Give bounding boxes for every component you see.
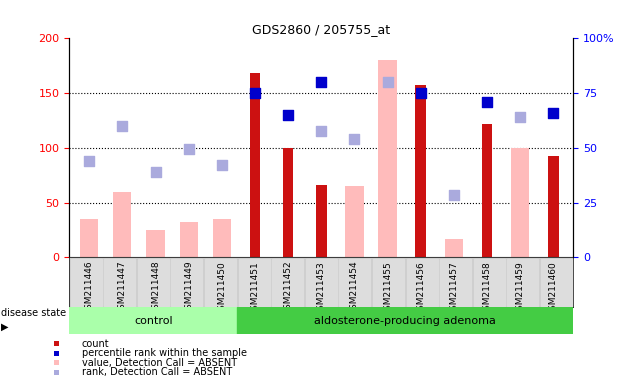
Bar [213, 219, 231, 257]
Text: value, Detection Call = ABSENT: value, Detection Call = ABSENT [82, 358, 237, 368]
Bar [180, 222, 198, 257]
Text: GSM211456: GSM211456 [416, 261, 425, 316]
Point [151, 169, 161, 175]
Point [217, 162, 227, 169]
Bar [406, 259, 438, 306]
Bar [272, 259, 303, 306]
Point [183, 146, 193, 152]
Text: GSM211448: GSM211448 [151, 261, 160, 315]
Text: ▶: ▶ [1, 321, 9, 331]
Bar [379, 60, 397, 257]
Bar [171, 259, 202, 306]
Text: GSM211447: GSM211447 [118, 261, 127, 315]
Bar [415, 86, 426, 257]
Bar [548, 156, 559, 257]
Bar [306, 259, 337, 306]
Text: percentile rank within the sample: percentile rank within the sample [82, 348, 247, 358]
Bar [113, 192, 132, 257]
Text: GSM211450: GSM211450 [217, 261, 226, 316]
Bar [445, 239, 463, 257]
Point [548, 110, 558, 116]
Bar [239, 259, 270, 306]
Text: GSM211459: GSM211459 [516, 261, 525, 316]
Text: GSM211454: GSM211454 [350, 261, 359, 315]
Text: GSM211460: GSM211460 [549, 261, 558, 316]
Point [382, 79, 392, 85]
Point [482, 99, 492, 105]
Bar [541, 259, 572, 306]
Text: GSM211455: GSM211455 [383, 261, 392, 316]
Bar [205, 259, 236, 306]
Point [316, 128, 326, 134]
Text: GSM211452: GSM211452 [284, 261, 293, 315]
Point [515, 114, 525, 120]
Point [283, 112, 293, 118]
Bar [373, 259, 404, 306]
Bar [104, 259, 135, 306]
Text: GSM211458: GSM211458 [483, 261, 491, 316]
Text: aldosterone-producing adenoma: aldosterone-producing adenoma [314, 316, 496, 326]
Bar [340, 259, 370, 306]
Text: GSM211446: GSM211446 [84, 261, 94, 315]
Bar [511, 148, 529, 257]
Bar [507, 259, 539, 306]
Text: rank, Detection Call = ABSENT: rank, Detection Call = ABSENT [82, 367, 232, 377]
Text: count: count [82, 339, 110, 349]
Point [117, 123, 127, 129]
Bar [283, 148, 294, 257]
Point [416, 90, 426, 96]
Bar [238, 307, 573, 334]
Bar [474, 259, 505, 306]
Bar [80, 219, 98, 257]
Text: GSM211451: GSM211451 [251, 261, 260, 316]
Text: disease state: disease state [1, 308, 66, 318]
Bar [146, 230, 164, 257]
Bar [249, 73, 260, 257]
Bar [71, 259, 101, 306]
Bar [138, 259, 169, 306]
Title: GDS2860 / 205755_at: GDS2860 / 205755_at [252, 23, 391, 36]
Text: control: control [134, 316, 173, 326]
Bar [440, 259, 471, 306]
Point [350, 136, 360, 142]
Bar [345, 186, 364, 257]
Bar [69, 307, 238, 334]
Point [250, 90, 260, 96]
Point [316, 79, 326, 85]
Point [84, 158, 94, 164]
Text: GSM211457: GSM211457 [449, 261, 459, 316]
Bar [316, 185, 326, 257]
Text: GSM211453: GSM211453 [317, 261, 326, 316]
Bar [482, 124, 493, 257]
Point [449, 192, 459, 198]
Text: GSM211449: GSM211449 [184, 261, 193, 315]
